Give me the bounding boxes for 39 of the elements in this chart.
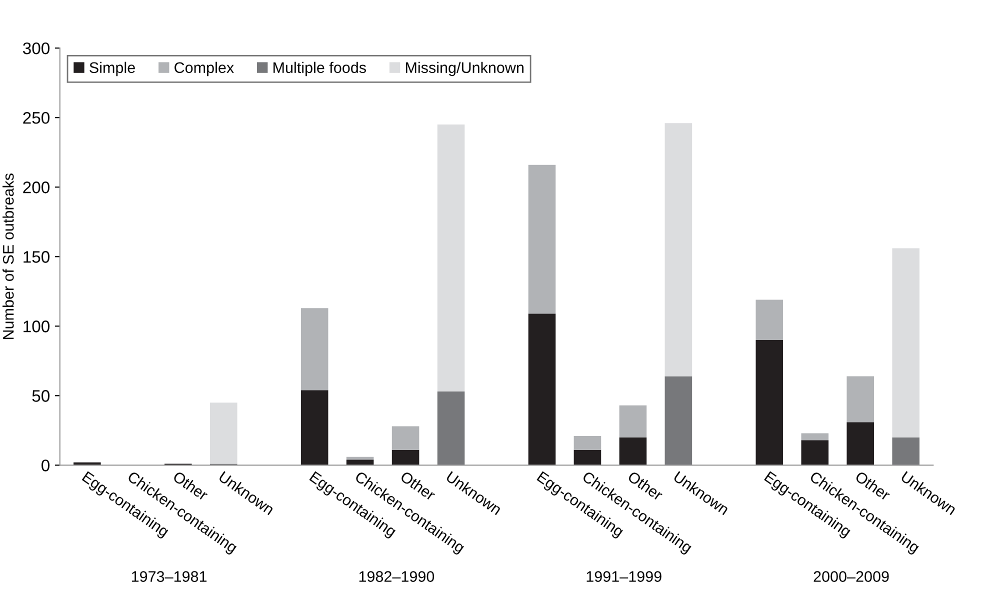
legend-label: Simple bbox=[90, 62, 135, 76]
bar bbox=[300, 308, 328, 390]
legend-label: Complex bbox=[174, 62, 234, 76]
bar bbox=[756, 300, 784, 340]
bar bbox=[210, 402, 238, 464]
y-tick-label: 150 bbox=[24, 251, 50, 263]
legend-label: Multiple foods bbox=[274, 62, 366, 76]
bar bbox=[664, 376, 692, 466]
text: 1982–1990 bbox=[359, 571, 434, 582]
y-axis-title: Number of SE outbreaks bbox=[2, 174, 14, 340]
bar bbox=[664, 123, 692, 376]
text: 1991–1999 bbox=[586, 571, 662, 582]
bar bbox=[392, 426, 420, 450]
text: 1973–1981 bbox=[132, 571, 207, 582]
y-tick-label: 50 bbox=[32, 390, 50, 402]
bar bbox=[801, 433, 829, 440]
bar bbox=[528, 164, 556, 314]
bar bbox=[619, 437, 647, 466]
bar bbox=[437, 124, 465, 392]
text: 2000–2009 bbox=[814, 571, 889, 582]
y-tick-label: 0 bbox=[42, 460, 50, 472]
y-tick-label: 300 bbox=[22, 42, 50, 54]
bar bbox=[392, 450, 420, 466]
bar bbox=[619, 405, 647, 438]
bar bbox=[437, 391, 465, 466]
y-tick-label: 100 bbox=[24, 320, 50, 332]
y-tick-label: 250 bbox=[23, 112, 50, 124]
bar bbox=[528, 314, 556, 466]
bar bbox=[846, 376, 874, 422]
bar bbox=[756, 340, 784, 466]
legend-label: Missing/Unknown bbox=[406, 62, 524, 76]
bar bbox=[892, 437, 920, 466]
bar bbox=[801, 440, 829, 466]
bar bbox=[846, 422, 874, 466]
bar bbox=[574, 450, 602, 466]
bar bbox=[574, 436, 602, 450]
bar bbox=[892, 248, 920, 438]
bar bbox=[300, 390, 328, 466]
y-tick-label: 200 bbox=[23, 182, 50, 194]
